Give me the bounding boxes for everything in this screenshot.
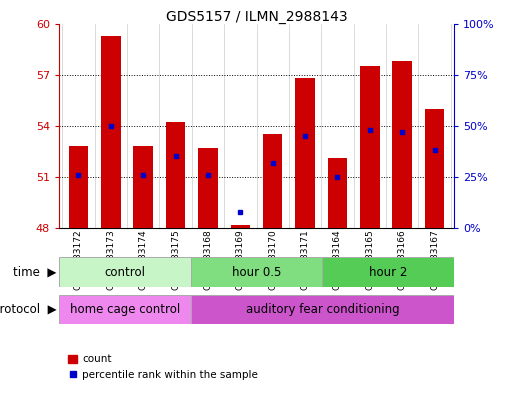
Bar bbox=[392, 61, 412, 228]
Text: auditory fear conditioning: auditory fear conditioning bbox=[246, 303, 399, 316]
Text: home cage control: home cage control bbox=[70, 303, 180, 316]
Text: protocol  ▶: protocol ▶ bbox=[0, 303, 56, 316]
Bar bbox=[69, 146, 88, 228]
Text: time  ▶: time ▶ bbox=[13, 266, 56, 279]
Bar bbox=[101, 35, 121, 228]
Bar bbox=[198, 148, 218, 228]
Bar bbox=[133, 146, 153, 228]
Bar bbox=[59, 295, 191, 324]
Bar bbox=[191, 257, 322, 287]
Text: hour 0.5: hour 0.5 bbox=[232, 266, 281, 279]
Bar bbox=[263, 134, 282, 228]
Bar bbox=[166, 122, 185, 228]
Bar bbox=[425, 109, 444, 228]
Bar bbox=[295, 78, 315, 228]
Bar bbox=[322, 257, 454, 287]
Bar bbox=[59, 257, 191, 287]
Bar bbox=[191, 295, 454, 324]
Text: control: control bbox=[104, 266, 145, 279]
Legend: count, percentile rank within the sample: count, percentile rank within the sample bbox=[64, 350, 262, 384]
Text: hour 2: hour 2 bbox=[369, 266, 407, 279]
Bar bbox=[231, 226, 250, 228]
Bar bbox=[328, 158, 347, 228]
Bar bbox=[360, 66, 380, 228]
Text: GDS5157 / ILMN_2988143: GDS5157 / ILMN_2988143 bbox=[166, 10, 347, 24]
